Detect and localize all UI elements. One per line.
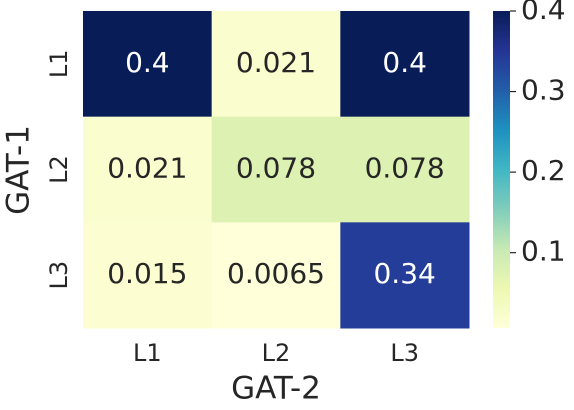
- cell-label: 0.4: [382, 46, 427, 79]
- y-tick-label: L1: [45, 50, 73, 79]
- cell-label: 0.021: [107, 152, 187, 185]
- y-axis-label: GAT-1: [1, 125, 37, 215]
- y-tick-label: L2: [45, 155, 73, 184]
- cell-label: 0.015: [107, 257, 187, 290]
- y-tick-label: L3: [45, 261, 73, 290]
- x-axis-label: GAT-2: [231, 371, 321, 407]
- heatmap-cell: [340, 11, 470, 118]
- heatmap-cell: [83, 116, 213, 223]
- colorbar: [493, 11, 510, 328]
- cell-label: 0.078: [365, 152, 445, 185]
- cell-label: 0.078: [236, 152, 316, 185]
- heatmap-cell: [211, 11, 341, 118]
- heatmap-cell: [211, 116, 341, 223]
- cell-label: 0.4: [125, 46, 170, 79]
- x-tick-label: L2: [262, 339, 291, 367]
- colorbar-tick-label: 0.2: [521, 154, 566, 187]
- x-tick-label: L1: [133, 339, 162, 367]
- heatmap-cell: [340, 116, 470, 223]
- x-tick-label: L3: [390, 339, 419, 367]
- heatmap-cell: [211, 222, 341, 329]
- heatmap-cell: [340, 222, 470, 329]
- cell-label: 0.021: [236, 46, 316, 79]
- heatmap-cell: [83, 11, 213, 118]
- colorbar-tick-label: 0.4: [521, 0, 566, 26]
- cell-label: 0.0065: [227, 257, 325, 290]
- colorbar-tick-label: 0.1: [521, 235, 566, 268]
- cell-label: 0.34: [373, 257, 435, 290]
- colorbar-tick-label: 0.3: [521, 74, 566, 107]
- heatmap-cell: [83, 222, 213, 329]
